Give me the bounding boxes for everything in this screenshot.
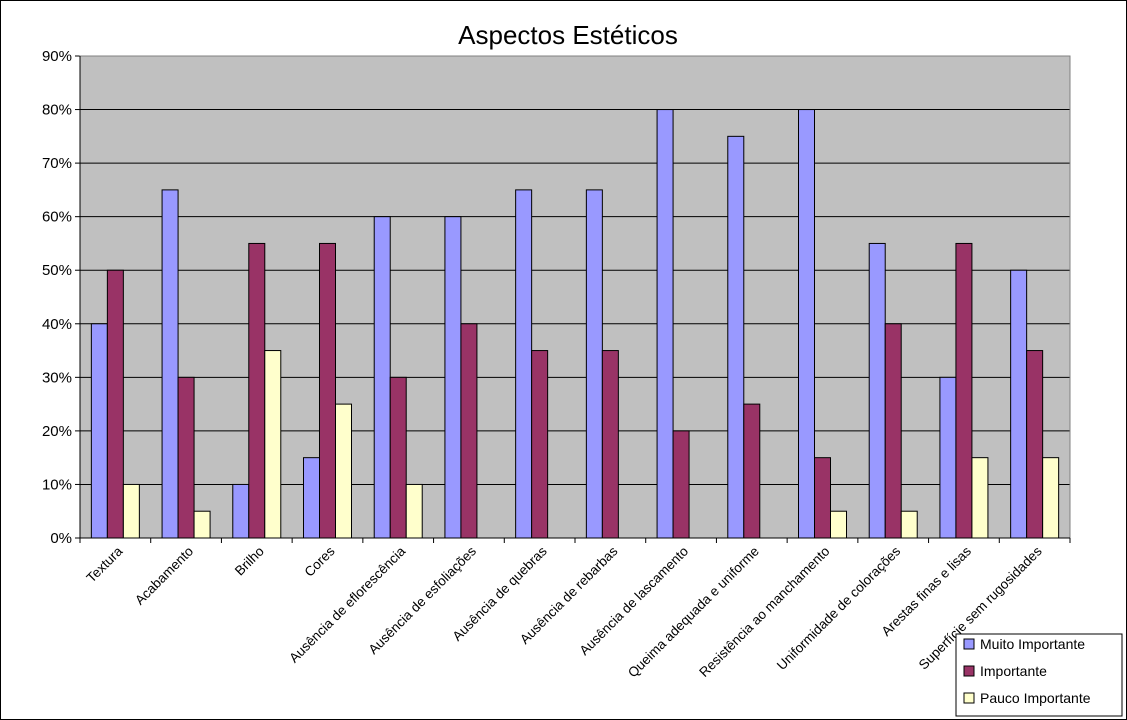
bar-3-5 bbox=[405, 483, 423, 539]
bar-3-3 bbox=[264, 350, 282, 539]
bar-2-5 bbox=[389, 376, 407, 539]
bar-1-5 bbox=[373, 216, 391, 539]
bar-3-1 bbox=[122, 483, 140, 539]
legend-swatch-3 bbox=[963, 692, 975, 704]
bar-3-2 bbox=[193, 510, 211, 539]
bar-1-8 bbox=[585, 189, 603, 539]
bar-2-10 bbox=[743, 403, 761, 539]
bar-2-1 bbox=[106, 269, 124, 539]
bar-2-6 bbox=[460, 323, 478, 539]
y-tick-label: 60% bbox=[42, 209, 72, 226]
y-tick-label: 10% bbox=[42, 476, 72, 493]
chart-title: Aspectos Estéticos bbox=[458, 20, 678, 50]
bar-1-13 bbox=[939, 376, 957, 539]
bar-2-2 bbox=[177, 376, 195, 539]
bar-3-13 bbox=[971, 457, 989, 539]
bar-1-12 bbox=[868, 242, 886, 539]
legend-label-2: Importante bbox=[980, 663, 1047, 679]
bar-1-4 bbox=[303, 457, 320, 539]
bar-1-10 bbox=[727, 135, 745, 539]
bar-1-6 bbox=[444, 216, 462, 539]
bar-1-11 bbox=[798, 109, 815, 539]
bar-1-7 bbox=[515, 189, 533, 539]
y-tick-label: 40% bbox=[42, 316, 72, 333]
bar-2-7 bbox=[531, 350, 549, 539]
bar-2-11 bbox=[814, 457, 831, 539]
bar-1-1 bbox=[90, 323, 108, 539]
bar-2-4 bbox=[319, 242, 336, 539]
bar-3-4 bbox=[335, 403, 352, 539]
bar-3-11 bbox=[830, 510, 847, 539]
legend-label-3: Pauco Importante bbox=[980, 690, 1091, 706]
y-tick-label: 90% bbox=[42, 48, 72, 65]
y-tick-label: 20% bbox=[42, 423, 72, 440]
bar-2-13 bbox=[955, 242, 973, 539]
bar-3-12 bbox=[900, 510, 918, 539]
bar-2-3 bbox=[248, 242, 266, 539]
bar-2-12 bbox=[884, 323, 902, 539]
legend: Muito Importante Importante Pauco Importan… bbox=[955, 633, 1123, 717]
y-tick-label: 30% bbox=[42, 369, 72, 386]
y-tick-label: 0% bbox=[50, 530, 72, 547]
bar-2-9 bbox=[672, 430, 690, 539]
y-tick-label: 50% bbox=[42, 262, 72, 279]
y-tick-label: 80% bbox=[42, 102, 72, 119]
bar-1-3 bbox=[232, 483, 250, 539]
legend-label-1: Muito Importante bbox=[980, 636, 1085, 652]
bar-1-9 bbox=[656, 109, 674, 539]
legend-swatch-1 bbox=[963, 638, 975, 650]
plot-background bbox=[80, 56, 1070, 538]
bar-1-2 bbox=[161, 189, 179, 539]
y-tick-label: 70% bbox=[42, 155, 72, 172]
legend-box bbox=[955, 633, 1123, 717]
bar-2-8 bbox=[601, 350, 619, 539]
bar-3-14 bbox=[1042, 457, 1060, 539]
bar-1-14 bbox=[1010, 269, 1028, 539]
legend-swatch-2 bbox=[963, 665, 975, 677]
bar-2-14 bbox=[1026, 350, 1044, 539]
